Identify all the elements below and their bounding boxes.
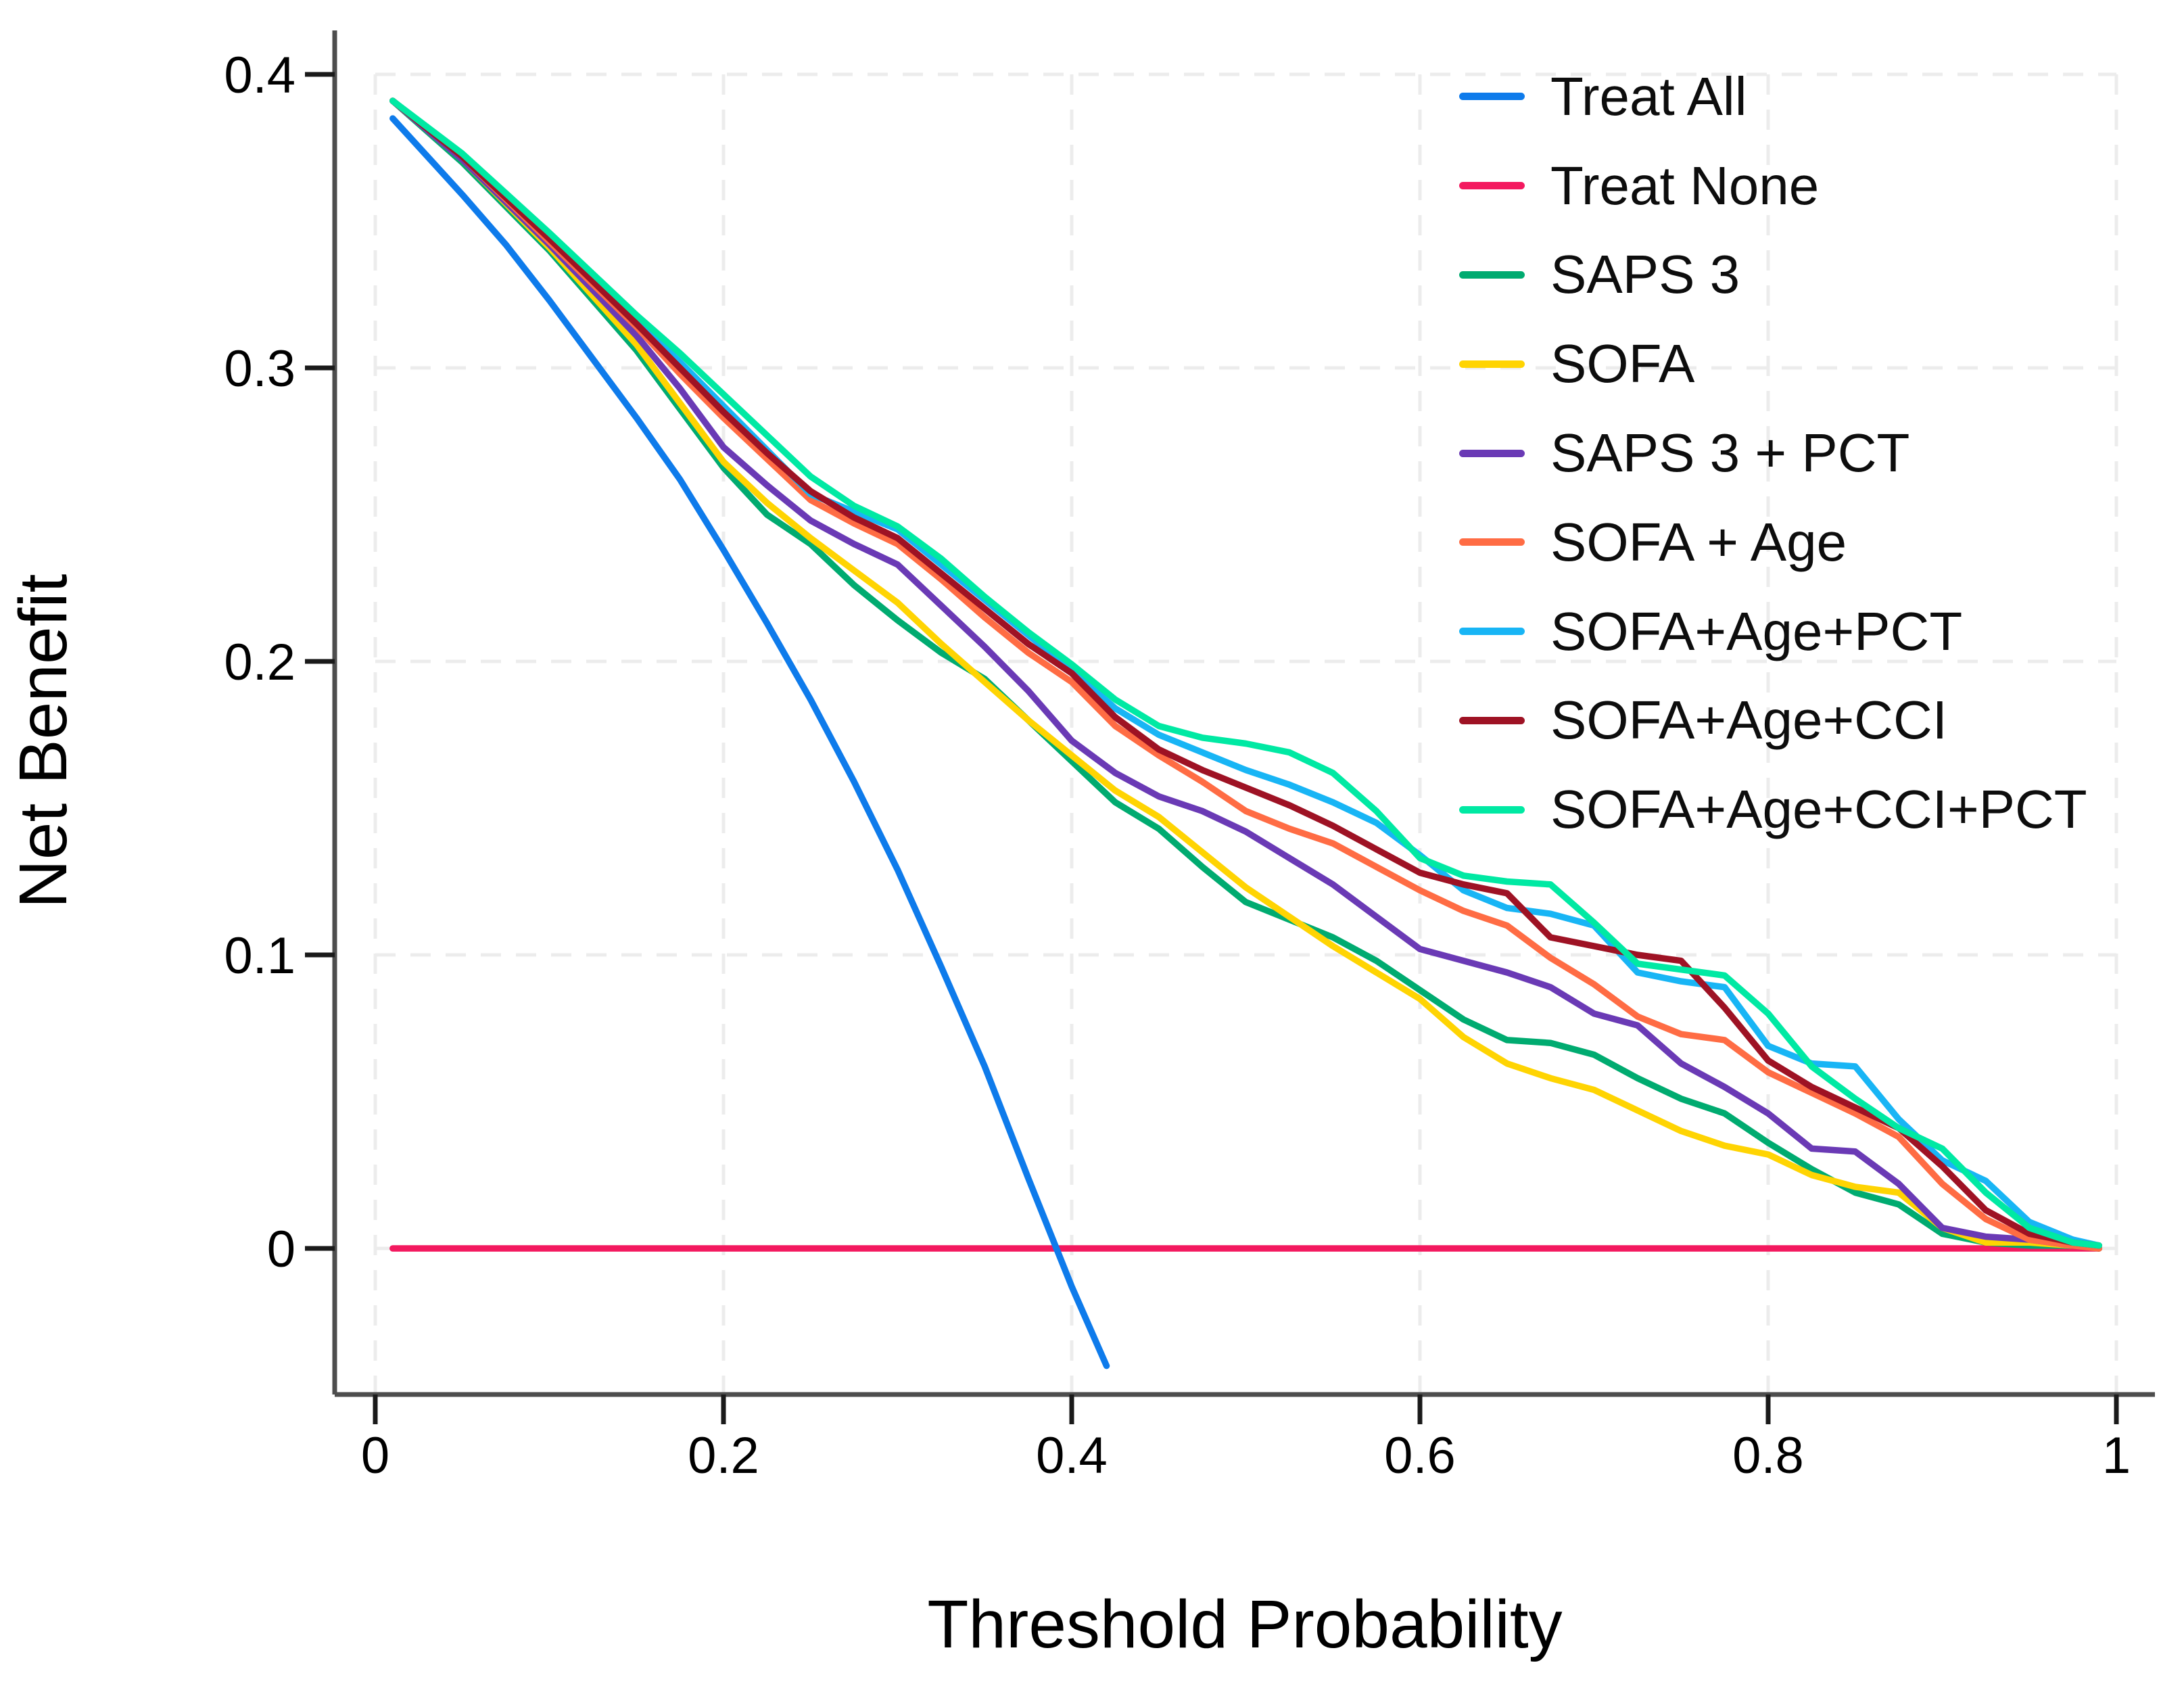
- legend-label: SOFA + Age: [1550, 511, 1847, 572]
- legend-item-treat-all: Treat All: [1459, 52, 2087, 141]
- legend-item-sofa-age-cci-pct: SOFA+Age+CCI+PCT: [1459, 765, 2087, 854]
- legend-item-sofa: SOFA: [1459, 319, 2087, 408]
- legend-item-treat-none: Treat None: [1459, 141, 2087, 231]
- x-tick-label: 0: [361, 1427, 389, 1484]
- legend-swatch: [1459, 805, 1525, 814]
- x-tick-label: 0.2: [688, 1427, 759, 1484]
- legend-swatch: [1459, 538, 1525, 546]
- y-axis-title: Net Benefit: [5, 573, 81, 909]
- series-line-treat-all: [389, 115, 1110, 1369]
- x-tick-label: 1: [2102, 1427, 2131, 1484]
- y-tick-label: 0.3: [224, 340, 295, 398]
- legend-label: Treat All: [1550, 66, 1747, 126]
- legend-item-sofa-age-pct: SOFA+Age+PCT: [1459, 587, 2087, 676]
- y-tick-label: 0.1: [224, 927, 295, 985]
- legend-swatch: [1459, 628, 1525, 636]
- legend-swatch: [1459, 449, 1525, 457]
- legend-label: SOFA+Age+CCI+PCT: [1550, 779, 2087, 840]
- legend-label: SAPS 3: [1550, 244, 1740, 305]
- legend-swatch: [1459, 360, 1525, 368]
- y-tick-label: 0: [267, 1221, 295, 1278]
- legend-label: SOFA+Age+CCI: [1550, 690, 1947, 751]
- x-tick-label: 0.4: [1036, 1427, 1108, 1484]
- legend-swatch: [1459, 716, 1525, 724]
- series-line-sofa: [389, 97, 2103, 1252]
- y-tick-label: 0.4: [224, 47, 295, 104]
- series-line-sofa-age-cci-pct: [389, 97, 2103, 1249]
- x-axis-title: Threshold Probability: [927, 1587, 1563, 1662]
- legend-item-saps-3: SAPS 3: [1459, 231, 2087, 320]
- series-line-sofa-age: [389, 97, 2103, 1252]
- legend-label: Treat None: [1550, 155, 1820, 216]
- legend-item-saps-3-pct: SAPS 3 + PCT: [1459, 408, 2087, 498]
- legend-swatch: [1459, 271, 1525, 279]
- legend-label: SOFA+Age+PCT: [1550, 601, 1963, 661]
- legend-item-sofa-age-cci: SOFA+Age+CCI: [1459, 676, 2087, 766]
- x-tick-label: 0.8: [1732, 1427, 1804, 1484]
- series-line-saps-3-pct: [389, 97, 2103, 1252]
- legend-label: SAPS 3 + PCT: [1550, 423, 1910, 484]
- legend-swatch: [1459, 93, 1525, 101]
- series-line-sofa-age-cci: [389, 97, 2103, 1249]
- y-tick-label: 0.2: [224, 634, 295, 691]
- legend-label: SOFA: [1550, 333, 1695, 394]
- legend-swatch: [1459, 182, 1525, 190]
- legend-item-sofa-age: SOFA + Age: [1459, 498, 2087, 587]
- x-tick-label: 0.6: [1384, 1427, 1456, 1484]
- legend: Treat All Treat None SAPS 3 SOFA SAPS 3 + PC…: [1459, 52, 2087, 854]
